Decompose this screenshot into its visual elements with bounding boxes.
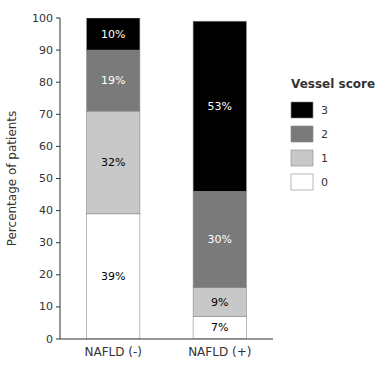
data-label: 39% [101, 270, 125, 283]
y-tick-label: 50 [39, 172, 53, 185]
legend-swatch [291, 126, 313, 142]
y-tick-label: 80 [39, 76, 53, 89]
y-tick-label: 100 [32, 12, 53, 25]
data-label: 9% [211, 296, 228, 309]
y-tick [56, 82, 60, 83]
data-label: 7% [211, 321, 228, 334]
x-tick-label: NAFLD (-) [84, 345, 142, 359]
y-tick [56, 306, 60, 307]
y-tick-label: 90 [39, 44, 53, 57]
y-tick [56, 18, 60, 19]
bar-segment [193, 21, 246, 191]
data-label: 19% [101, 74, 125, 87]
x-axis-line [60, 339, 273, 340]
bar-segment [87, 50, 140, 111]
y-tick [56, 114, 60, 115]
legend: Vessel score 3 2 1 0 [291, 77, 375, 190]
legend-label: 0 [321, 176, 328, 189]
y-tick-label: 20 [39, 268, 53, 281]
bar-segment [87, 111, 140, 214]
y-axis-label: Percentage of patients [5, 111, 19, 247]
legend-label: 2 [321, 128, 328, 141]
data-label: 10% [101, 28, 125, 41]
y-tick-label: 70 [39, 108, 53, 121]
y-tick [56, 210, 60, 211]
y-tick [56, 242, 60, 243]
bar-segment [87, 214, 140, 339]
legend-label: 3 [321, 104, 328, 117]
y-tick-label: 0 [46, 333, 53, 346]
y-tick [56, 146, 60, 147]
y-tick-label: 40 [39, 204, 53, 217]
y-tick [56, 274, 60, 275]
y-tick-label: 30 [39, 236, 53, 249]
y-tick [56, 339, 60, 340]
legend-swatch [291, 102, 313, 118]
bar-segment [193, 288, 246, 317]
legend-title: Vessel score [291, 77, 375, 91]
bars [87, 18, 247, 339]
legend-swatch [291, 150, 313, 166]
bar-segment [87, 18, 140, 50]
y-tick-label: 10 [39, 300, 53, 313]
data-label: 30% [208, 233, 232, 246]
y-tick-label: 60 [39, 140, 53, 153]
chart: 39%7%32%9%19%30%10%53%010203040506070809… [0, 0, 391, 379]
data-labels: 39% 7% 32% 9% 19% 30% 10% 53% [101, 28, 232, 335]
legend-swatch [291, 174, 313, 190]
data-label: 32% [101, 156, 125, 169]
y-tick [56, 178, 60, 179]
y-tick [56, 50, 60, 51]
data-label: 53% [208, 100, 232, 113]
legend-label: 1 [321, 152, 328, 165]
x-tick-label: NAFLD (+) [188, 345, 251, 359]
bar-segment [193, 191, 246, 287]
bar-segment [193, 317, 246, 339]
